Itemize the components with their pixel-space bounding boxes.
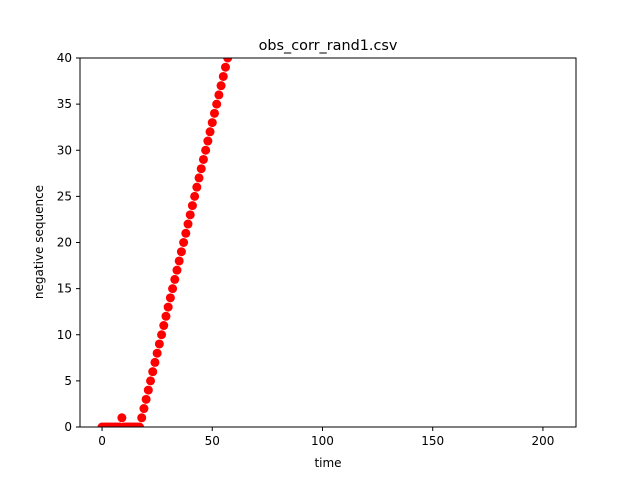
y-tick-label: 10: [57, 328, 72, 342]
data-point: [154, 339, 164, 349]
y-tick-label: 35: [57, 97, 72, 111]
data-point: [157, 330, 167, 340]
data-markers: [97, 58, 233, 427]
chart-title: obs_corr_rand1.csv: [259, 38, 398, 54]
data-point: [172, 265, 182, 275]
data-point: [187, 201, 197, 211]
x-axis: 0 50 100 150 200: [98, 427, 554, 448]
data-point: [159, 321, 169, 331]
y-axis-label: negative sequence: [32, 185, 46, 299]
data-point: [137, 413, 147, 423]
data-point: [146, 376, 156, 386]
x-axis-label: time: [314, 456, 341, 470]
data-point: [212, 99, 222, 109]
data-point: [220, 62, 230, 72]
data-point: [141, 394, 151, 404]
data-point: [181, 228, 191, 238]
data-point: [174, 256, 184, 266]
data-point: [196, 164, 206, 174]
data-point: [135, 422, 145, 427]
data-point: [198, 154, 208, 164]
data-point: [209, 108, 219, 118]
data-point: [194, 173, 204, 183]
data-point: [152, 348, 162, 358]
y-tick-label: 5: [64, 374, 72, 388]
data-point: [179, 238, 189, 247]
data-point: [165, 293, 175, 303]
data-point: [205, 127, 215, 137]
x-tick-label: 100: [311, 434, 334, 448]
data-point: [163, 302, 173, 312]
y-tick-label: 0: [64, 420, 72, 434]
data-point: [214, 90, 224, 100]
data-point: [148, 367, 158, 377]
data-point: [161, 311, 171, 321]
data-point: [207, 118, 217, 128]
x-tick-label: 200: [531, 434, 554, 448]
data-point: [183, 219, 193, 229]
data-point: [192, 182, 202, 192]
data-point: [185, 210, 195, 220]
data-point: [218, 71, 228, 81]
y-tick-label: 30: [57, 143, 72, 157]
data-point: [190, 191, 200, 201]
data-point: [201, 145, 211, 155]
y-tick-label: 25: [57, 189, 72, 203]
data-point: [117, 413, 127, 423]
y-tick-label: 15: [57, 282, 72, 296]
x-tick-label: 50: [205, 434, 220, 448]
data-point: [143, 385, 153, 395]
data-point: [216, 81, 226, 91]
data-point: [170, 274, 180, 284]
data-point: [203, 136, 213, 146]
data-point: [223, 58, 233, 63]
data-point: [139, 404, 149, 414]
plot-area: [79, 57, 577, 428]
y-axis: 0 5 10 15 20 25 30 35 40: [57, 51, 80, 434]
data-point: [168, 284, 178, 294]
x-tick-label: 0: [98, 434, 106, 448]
data-point: [176, 247, 186, 257]
x-tick-label: 150: [421, 434, 444, 448]
data-point: [150, 357, 160, 367]
y-tick-label: 20: [57, 236, 72, 250]
y-tick-label: 40: [57, 51, 72, 65]
